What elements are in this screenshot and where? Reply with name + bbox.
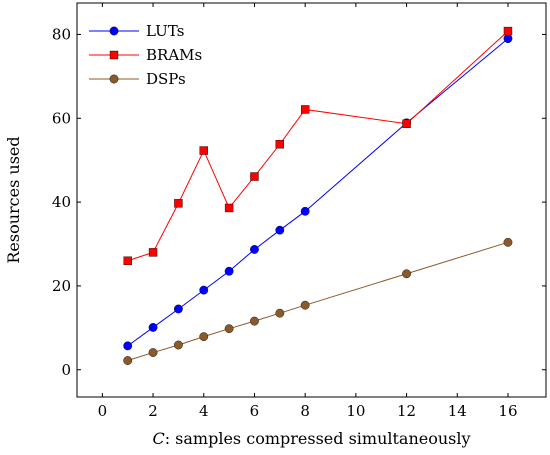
data-point-luts <box>224 266 234 276</box>
x-tick-label: 16 <box>498 402 517 420</box>
data-point-luts <box>148 323 158 332</box>
data-point-brams <box>250 172 259 181</box>
legend-marker-brams <box>109 50 119 60</box>
x-tick-label: 8 <box>300 402 310 420</box>
legend-label-luts: LUTs <box>146 22 184 40</box>
legend-label-brams: BRAMs <box>146 46 202 64</box>
data-point-dsps <box>275 308 285 318</box>
x-tick-label: 12 <box>397 402 416 420</box>
data-point-dsps <box>250 316 259 326</box>
data-point-luts <box>275 225 285 235</box>
data-point-dsps <box>224 324 234 334</box>
data-point-luts <box>199 285 209 295</box>
data-point-brams <box>402 119 411 128</box>
data-point-dsps <box>174 340 183 350</box>
x-axis-title: C: samples compressed simultaneously <box>152 429 470 448</box>
x-tick-label: 0 <box>98 402 108 420</box>
y-tick-label: 40 <box>52 193 71 211</box>
data-point-brams <box>148 248 158 257</box>
data-point-brams <box>224 203 234 213</box>
series-line-dsps <box>127 241 509 362</box>
series-line-brams <box>127 30 509 262</box>
data-point-brams <box>275 140 285 149</box>
legend-marker-luts <box>109 26 119 36</box>
data-point-luts <box>250 245 259 254</box>
x-tick-label: 2 <box>148 402 158 420</box>
y-tick-label: 20 <box>52 277 71 295</box>
plot-frame <box>76 2 547 398</box>
data-point-luts <box>300 206 310 216</box>
x-tick-label: 6 <box>250 402 260 420</box>
axis-ticks: 0 2 4 6 8 10 12 14 16 0 20 40 60 80 <box>52 3 546 420</box>
x-axis-variable: C <box>152 429 164 448</box>
x-tick-label: 14 <box>448 402 467 420</box>
x-tick-label: 4 <box>199 402 209 420</box>
y-tick-label: 80 <box>52 25 71 43</box>
data-point-brams <box>503 26 513 36</box>
data-point-dsps <box>402 269 411 279</box>
y-tick-label: 60 <box>52 109 71 127</box>
data-point-dsps <box>300 300 310 310</box>
data-point-dsps <box>503 237 513 247</box>
legend: LUTs BRAMs DSPs <box>83 9 202 88</box>
data-point-dsps <box>148 348 158 357</box>
data-point-brams <box>123 256 132 265</box>
data-point-dsps <box>123 356 133 365</box>
y-tick-label: 0 <box>61 361 71 379</box>
series-group <box>123 26 513 365</box>
data-point-luts <box>174 304 183 314</box>
data-point-luts <box>503 34 513 44</box>
data-point-brams <box>199 146 208 155</box>
data-point-brams <box>300 105 310 114</box>
legend-label-dsps: DSPs <box>146 70 186 88</box>
x-axis-title-text: : samples compressed simultaneously <box>165 429 471 448</box>
data-point-luts <box>123 341 133 351</box>
data-point-dsps <box>199 332 209 342</box>
x-tick-label: 10 <box>346 402 365 420</box>
legend-marker-dsps <box>109 74 119 84</box>
data-point-brams <box>174 199 183 208</box>
series-line-luts <box>127 38 509 347</box>
y-axis-title: Resources used <box>4 136 23 263</box>
legend-box <box>83 9 201 87</box>
